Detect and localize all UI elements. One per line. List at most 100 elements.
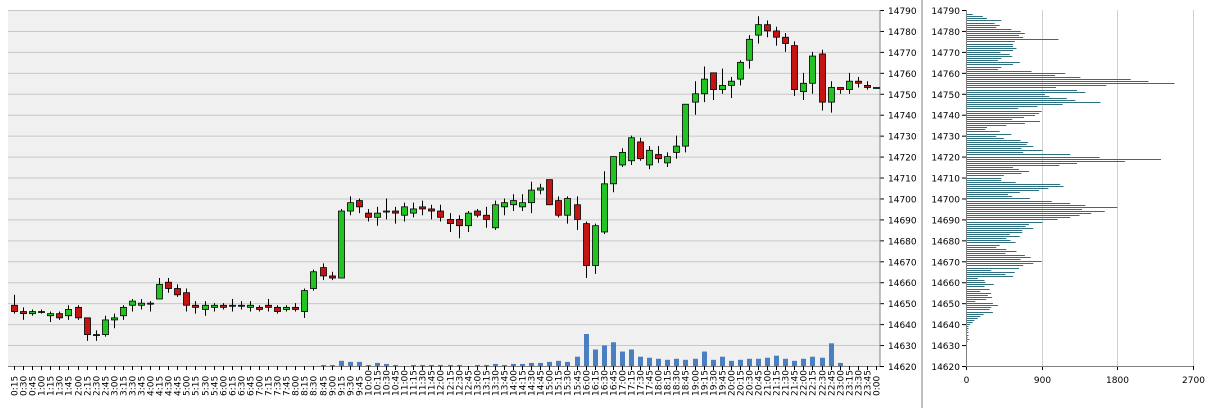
candle-body (265, 304, 272, 308)
candle-body (338, 210, 345, 279)
candle-body (655, 154, 662, 160)
time-tick-label: 11:30 (419, 370, 429, 396)
profile-x-tick-label: 2700 (1182, 376, 1205, 386)
candle-body (211, 304, 218, 308)
candle-body (129, 300, 136, 306)
volume-bar (502, 364, 507, 366)
time-tick-label: 3:00 (111, 376, 121, 396)
time-tick-label: 3:30 (129, 376, 139, 396)
candle-body (428, 208, 435, 212)
candle-body (120, 306, 127, 317)
candle-body (592, 225, 599, 266)
time-tick-label: 17:45 (646, 370, 656, 396)
candle-body (601, 183, 608, 233)
price-tick-label: 14670 (888, 258, 917, 268)
volume-bar (810, 356, 815, 366)
candle-body (710, 72, 717, 90)
volume-bar (584, 334, 589, 366)
time-tick-label: 15:15 (555, 370, 565, 396)
candle-body (782, 36, 789, 44)
candle-body (374, 212, 381, 218)
volume-bar (674, 358, 679, 366)
profile-price-tick-label: 14740 (931, 112, 960, 122)
time-tick-label: 0:15 (11, 376, 21, 396)
time-tick-label: 22:30 (819, 370, 829, 396)
candle-body (283, 306, 290, 310)
price-tick-label: 14720 (888, 154, 917, 164)
price-tick-label: 14710 (888, 175, 917, 185)
candle-body (410, 208, 417, 214)
volume-bar (720, 356, 725, 366)
candle-body (492, 204, 499, 229)
time-tick-label: 10:15 (374, 370, 384, 396)
profile-x-axis-labels: 0 900 1800 2700 (964, 376, 1206, 386)
profile-price-axis-labels: 14790 14780 14770 14760 14750 14740 14730 14720… (931, 7, 966, 373)
time-tick-label: 13:00 (474, 370, 484, 396)
volume-bar (611, 342, 616, 366)
time-tick-label: 13:15 (483, 370, 493, 396)
time-tick-label: 6:30 (238, 376, 248, 396)
time-tick-label: 7:30 (274, 376, 284, 396)
profile-price-tick-label: 14790 (931, 7, 960, 17)
time-tick-label: 20:30 (746, 370, 756, 396)
volume-bar (820, 357, 825, 366)
volume-bar (693, 358, 698, 366)
candle-body (528, 189, 535, 204)
volume-bar (602, 345, 607, 366)
time-tick-label: 8:15 (301, 376, 311, 396)
volume-bar (838, 362, 843, 366)
candle-body (247, 304, 254, 308)
candle-body (65, 309, 72, 317)
volume-bar (484, 364, 489, 366)
time-tick-label: 16:30 (601, 370, 611, 396)
candle-body (383, 210, 390, 213)
candle-body (673, 145, 680, 153)
volume-bar (774, 355, 779, 366)
time-tick-label: 8:30 (310, 376, 320, 396)
candle-body (419, 206, 426, 210)
candle-body (102, 319, 109, 335)
volume-bar (575, 356, 580, 366)
time-tick-label: 14:30 (528, 370, 538, 396)
candle-body (800, 82, 807, 93)
time-tick-label: 16:00 (583, 370, 593, 396)
time-tick-label: 6:45 (247, 376, 257, 396)
volume-bar (547, 361, 552, 366)
candlesticks (11, 16, 880, 341)
volume-bar (556, 360, 561, 366)
price-axis-labels: 14790 14780 14770 14760 14750 14740 14730 14720… (888, 7, 917, 373)
price-tick-label: 14660 (888, 279, 917, 289)
time-tick-label: 22:45 (828, 370, 838, 396)
candlestick-gridlines (8, 10, 884, 367)
time-tick-label: 17:30 (637, 370, 647, 396)
volume-bar (375, 362, 380, 366)
time-tick-label: 3:45 (138, 376, 148, 396)
volume-bar (457, 364, 462, 366)
candle-body (746, 38, 753, 61)
candle-body (855, 80, 862, 84)
time-tick-label: 13:45 (501, 370, 511, 396)
time-tick-label: 4:30 (165, 376, 175, 396)
time-tick-label: 1:15 (47, 376, 57, 396)
candle-body (456, 219, 463, 227)
candle-body (664, 156, 671, 164)
time-tick-label: 0:30 (20, 376, 30, 396)
price-tick-label: 14690 (888, 216, 917, 226)
time-tick-label: 7:00 (256, 376, 266, 396)
volume-bars (321, 334, 843, 366)
time-tick-label: 4:00 (147, 376, 157, 396)
profile-price-tick-label: 14690 (931, 216, 960, 226)
candle-body (610, 156, 617, 185)
candle-body (84, 317, 91, 335)
volume-bar (438, 364, 443, 366)
time-tick-label: 21:15 (773, 370, 783, 396)
candle-body (202, 304, 209, 310)
candle-body (347, 202, 354, 212)
profile-x-tick-label: 900 (1034, 376, 1051, 386)
time-tick-label: 8:45 (320, 376, 330, 396)
time-tick-label: 21:45 (791, 370, 801, 396)
candle-body (310, 271, 317, 289)
volume-bar (656, 358, 661, 366)
candle-body (764, 24, 771, 32)
candle-body (11, 304, 18, 312)
